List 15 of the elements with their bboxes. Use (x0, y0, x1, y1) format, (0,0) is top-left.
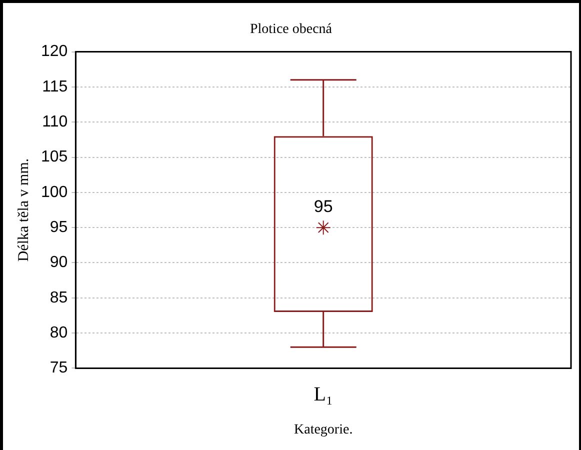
chart-title: Plotice obecná (250, 22, 333, 38)
y-tick-label: 100 (40, 184, 68, 201)
y-tick-label: 115 (42, 78, 68, 96)
y-tick-label: 95 (50, 218, 68, 236)
y-tick-label: 75 (50, 360, 68, 377)
x-tick-label: L₁ (314, 383, 333, 406)
y-axis-title: Délka těla v mm. (16, 158, 32, 262)
y-tick-label: 110 (42, 114, 68, 131)
y-tick-label: 85 (50, 289, 68, 306)
x-axis-title: Kategorie. (294, 422, 353, 438)
annotation: 95 (314, 196, 333, 216)
y-tick-label: 120 (40, 43, 68, 60)
y-tick-label: 80 (50, 324, 68, 342)
y-tick-label: 105 (40, 148, 68, 166)
y-tick-label: 90 (50, 254, 68, 272)
